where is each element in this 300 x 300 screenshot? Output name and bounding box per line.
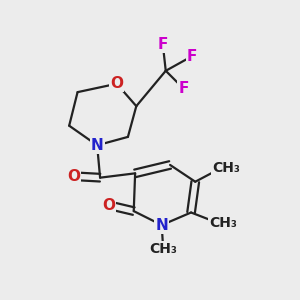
Text: N: N [91, 138, 103, 153]
Text: F: F [178, 81, 189, 96]
Text: CH₃: CH₃ [209, 216, 237, 230]
Text: F: F [187, 49, 197, 64]
Text: N: N [155, 218, 168, 232]
Text: F: F [158, 37, 168, 52]
Text: CH₃: CH₃ [212, 161, 240, 176]
Text: CH₃: CH₃ [149, 242, 177, 256]
Text: O: O [102, 198, 115, 213]
Text: O: O [67, 169, 80, 184]
Text: O: O [110, 76, 123, 91]
